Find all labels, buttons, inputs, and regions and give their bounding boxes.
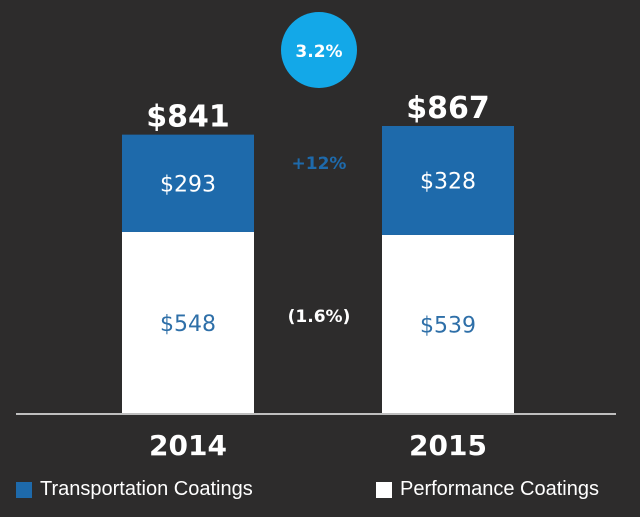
data-label-transportation-2015: $328	[420, 169, 476, 194]
legend-swatch-performance	[376, 481, 392, 498]
legend-swatch-transportation	[16, 481, 32, 498]
legend-item-performance: Performance Coatings	[376, 478, 599, 501]
stacked-bar-chart: $548 $293 $841 2014 $539 $328 $867 2015 3.2% +12%…	[16, 12, 616, 462]
bar-performance-2014	[122, 231, 254, 414]
x-tick-label-2014: 2014	[149, 429, 227, 462]
legend-label-performance: Performance Coatings	[400, 478, 599, 500]
data-label-performance-2015: $539	[420, 313, 476, 338]
x-tick-label-2015: 2015	[409, 429, 487, 462]
total-label-2015: $867	[406, 91, 490, 126]
data-label-performance-2014: $548	[160, 312, 216, 337]
bar-transportation-2014	[122, 134, 254, 232]
data-label-transportation-2014: $293	[160, 172, 216, 197]
bar-transportation-2015	[382, 126, 514, 235]
bar-performance-2015	[382, 234, 514, 414]
total-growth-bubble	[281, 12, 357, 88]
legend-label-transportation: Transportation Coatings	[40, 478, 253, 500]
total-growth-label: 3.2%	[295, 42, 342, 62]
legend-item-transportation: Transportation Coatings	[16, 478, 253, 501]
transportation-growth-label: +12%	[292, 154, 347, 174]
total-label-2014: $841	[146, 100, 230, 135]
performance-growth-label: (1.6%)	[288, 307, 351, 327]
